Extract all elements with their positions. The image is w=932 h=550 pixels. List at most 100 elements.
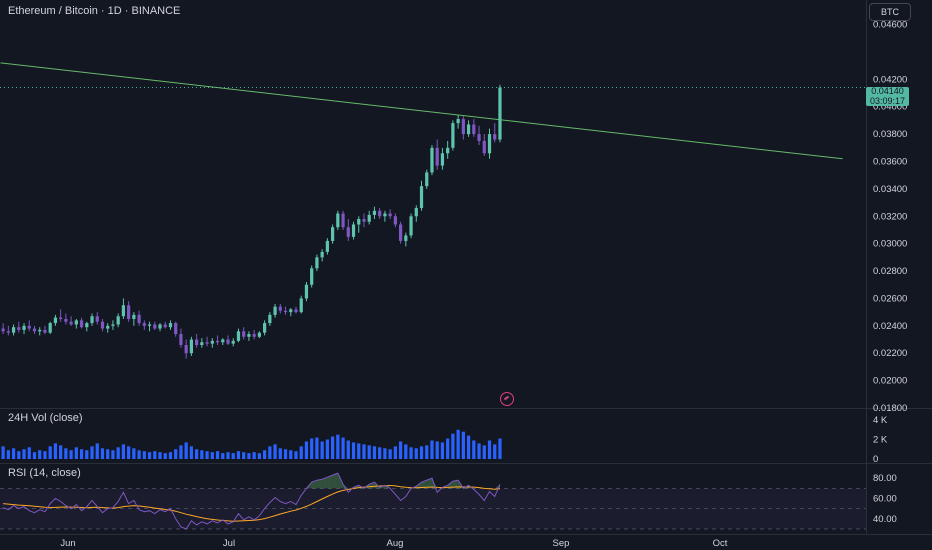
candle bbox=[330, 224, 335, 244]
candle-body bbox=[111, 324, 115, 326]
candle bbox=[174, 321, 178, 337]
price-tick-label: 0.02600 bbox=[873, 293, 907, 304]
volume-bar bbox=[53, 443, 58, 459]
candle bbox=[357, 216, 361, 233]
candle bbox=[263, 320, 267, 336]
candle-body bbox=[153, 324, 157, 329]
price-tick-label: 0.02800 bbox=[873, 266, 907, 277]
volume-bar bbox=[69, 450, 73, 459]
volume-bar bbox=[482, 445, 486, 459]
price-tick-label: 0.03400 bbox=[873, 184, 907, 195]
candle-body bbox=[247, 334, 251, 337]
candle bbox=[6, 325, 10, 336]
candle-body bbox=[430, 147, 434, 173]
candle-body bbox=[1, 328, 5, 332]
candle bbox=[341, 210, 345, 230]
candle-body bbox=[127, 305, 131, 319]
volume-bar bbox=[17, 451, 21, 459]
volume-bar bbox=[221, 453, 225, 459]
price-tick-label: 0.03800 bbox=[873, 129, 907, 140]
candle-body bbox=[242, 331, 246, 337]
volume-bar bbox=[419, 446, 424, 459]
volume-bar bbox=[215, 451, 220, 459]
candle bbox=[1, 323, 5, 335]
candle bbox=[393, 213, 397, 228]
candle-body bbox=[236, 331, 241, 341]
candle bbox=[435, 139, 439, 170]
volume-pane-title[interactable]: 24H Vol (close) bbox=[8, 412, 83, 424]
candle bbox=[247, 331, 251, 341]
candle bbox=[79, 317, 84, 329]
candle-body bbox=[383, 213, 387, 217]
candle bbox=[127, 301, 131, 322]
rsi-tick-label: 40.00 bbox=[873, 514, 897, 525]
rsi-overbought-fill bbox=[316, 479, 323, 489]
volume-bar bbox=[388, 449, 392, 459]
volume-bar bbox=[242, 452, 246, 459]
candle-body bbox=[477, 134, 481, 141]
candle-body bbox=[367, 214, 371, 222]
volume-bar bbox=[393, 446, 397, 459]
candle-body bbox=[179, 334, 183, 346]
candle-body bbox=[184, 345, 188, 354]
candle-body bbox=[38, 329, 42, 332]
symbol-title[interactable]: Ethereum / Bitcoin · 1D · BINANCE bbox=[8, 5, 181, 17]
volume-bar bbox=[200, 450, 204, 459]
candle-body bbox=[200, 342, 204, 346]
candle-body bbox=[22, 325, 26, 330]
volume-bar bbox=[59, 445, 63, 459]
rsi-overbought-fill bbox=[322, 477, 328, 489]
candle-body bbox=[330, 227, 335, 241]
candle bbox=[210, 338, 214, 348]
candle bbox=[22, 323, 26, 335]
candle bbox=[48, 321, 52, 335]
volume-bar bbox=[153, 451, 157, 459]
candle bbox=[121, 298, 126, 319]
rsi-overbought-fill bbox=[468, 485, 474, 489]
candle bbox=[299, 295, 303, 314]
candle bbox=[325, 238, 329, 255]
candle-body bbox=[116, 316, 120, 325]
candle bbox=[430, 145, 434, 176]
candle bbox=[487, 128, 492, 159]
volume-bar bbox=[378, 447, 382, 459]
candle-body bbox=[351, 224, 356, 237]
volume-bar bbox=[142, 451, 146, 459]
candle-body bbox=[414, 208, 418, 217]
candle bbox=[451, 120, 455, 151]
volume-bar bbox=[315, 437, 319, 459]
candle-body bbox=[289, 309, 293, 313]
candle-body bbox=[90, 316, 94, 324]
candle bbox=[351, 221, 356, 240]
candle bbox=[147, 321, 152, 332]
candle bbox=[498, 84, 502, 143]
candle bbox=[163, 321, 167, 329]
lightning-event-icon[interactable] bbox=[500, 392, 514, 406]
candle bbox=[158, 323, 162, 332]
candle bbox=[132, 312, 136, 326]
volume-bar bbox=[100, 448, 105, 459]
candle bbox=[17, 321, 21, 333]
candle-body bbox=[53, 317, 58, 324]
trendline bbox=[0, 62, 843, 160]
candle-body bbox=[357, 219, 361, 225]
price-tick-label: 0.01800 bbox=[873, 403, 907, 414]
rsi-overbought-fill bbox=[447, 481, 453, 489]
volume-bar bbox=[231, 453, 235, 459]
rsi-tick-label: 60.00 bbox=[873, 493, 897, 504]
candle bbox=[69, 316, 73, 326]
volume-bar bbox=[498, 438, 502, 459]
volume-bar bbox=[299, 446, 303, 459]
rsi-pane-title[interactable]: RSI (14, close) bbox=[8, 467, 81, 479]
candle bbox=[310, 265, 314, 288]
candle bbox=[472, 119, 476, 137]
rsi-overbought-fill bbox=[343, 484, 349, 489]
rsi-overbought-fill bbox=[327, 475, 333, 489]
candle bbox=[372, 206, 377, 220]
volume-tick-label: 4 K bbox=[873, 415, 888, 426]
candle bbox=[11, 324, 16, 336]
volume-bar bbox=[111, 450, 115, 459]
currency-badge[interactable]: BTC bbox=[869, 3, 911, 21]
volume-bar bbox=[263, 450, 267, 459]
